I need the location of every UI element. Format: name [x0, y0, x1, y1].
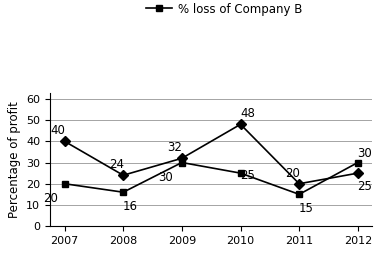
% profit of Company A — [356, 172, 360, 175]
Text: 40: 40 — [50, 124, 65, 137]
% loss of Company B — [121, 191, 126, 194]
Text: 20: 20 — [285, 167, 300, 180]
Text: 15: 15 — [299, 203, 314, 215]
Text: 20: 20 — [43, 192, 58, 205]
% loss of Company B — [356, 161, 360, 164]
Text: 25: 25 — [358, 180, 372, 193]
% loss of Company B — [62, 182, 67, 185]
% loss of Company B — [297, 193, 301, 196]
Text: 16: 16 — [122, 200, 138, 213]
Line: % loss of Company B: % loss of Company B — [61, 159, 361, 198]
% profit of Company A — [62, 140, 67, 143]
Text: 30: 30 — [158, 171, 172, 183]
% profit of Company A — [238, 123, 243, 126]
Text: 24: 24 — [109, 158, 124, 171]
Y-axis label: Percentage of profit: Percentage of profit — [8, 101, 20, 218]
Text: 25: 25 — [240, 169, 255, 182]
% profit of Company A — [121, 174, 126, 177]
% loss of Company B — [180, 161, 184, 164]
Text: 48: 48 — [240, 107, 255, 120]
% loss of Company B — [238, 172, 243, 175]
Text: 32: 32 — [167, 141, 182, 154]
Legend: % profit of Company A, % loss of Company B: % profit of Company A, % loss of Company… — [146, 0, 311, 16]
% profit of Company A — [297, 182, 301, 185]
% profit of Company A — [180, 157, 184, 160]
Line: % profit of Company A: % profit of Company A — [61, 121, 361, 187]
Text: 30: 30 — [358, 147, 372, 160]
